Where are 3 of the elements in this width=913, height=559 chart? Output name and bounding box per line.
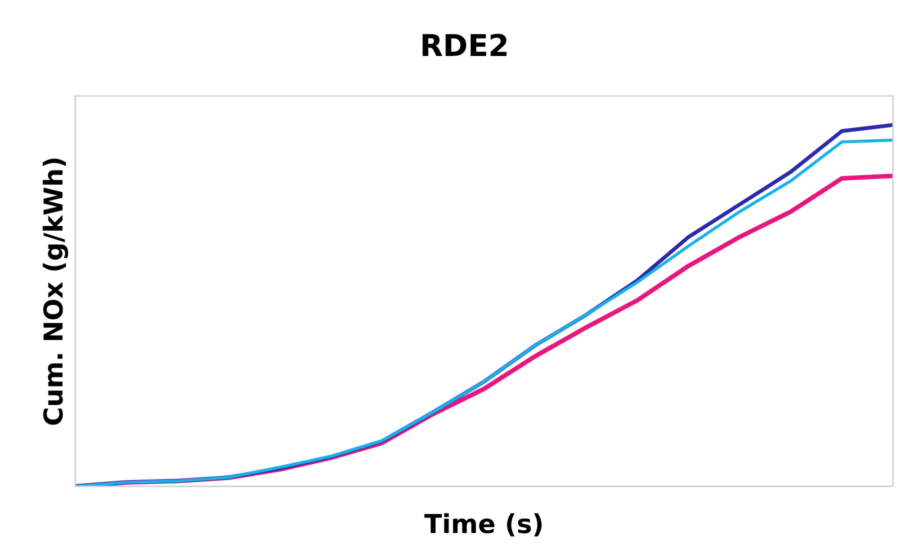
x-axis-title: Time (s) bbox=[424, 510, 544, 540]
y-axis-title: Cum. NOx (g/kWh) bbox=[39, 156, 70, 426]
chart-title: RDE2 bbox=[420, 28, 510, 64]
